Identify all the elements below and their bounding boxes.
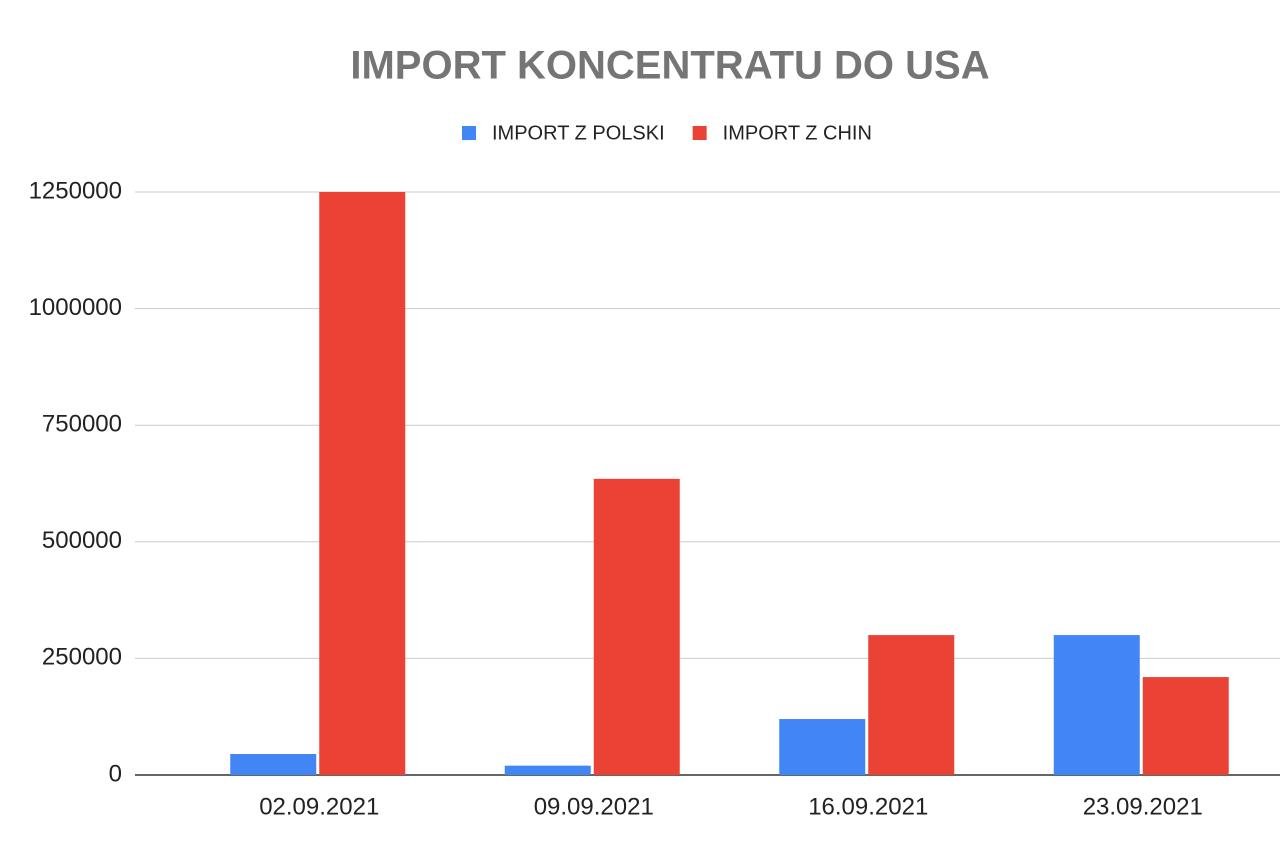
legend-label: IMPORT Z CHIN (723, 122, 872, 144)
x-tick-label: 16.09.2021 (808, 793, 928, 820)
y-tick-label: 1000000 (29, 294, 122, 321)
y-tick-label: 0 (109, 760, 122, 787)
bar (593, 478, 680, 775)
legend-swatch (692, 126, 707, 140)
y-tick-label: 1250000 (29, 177, 122, 204)
bar (1142, 677, 1229, 775)
legend-label: IMPORT Z POLSKI (492, 122, 665, 144)
bar (230, 754, 317, 775)
x-tick-label: 09.09.2021 (534, 793, 654, 820)
y-tick-label: 250000 (42, 644, 122, 671)
bar (1053, 635, 1140, 775)
chart-title: IMPORT KONCENTRATU DO USA (350, 44, 989, 88)
bar (868, 635, 955, 775)
y-tick-label: 750000 (42, 411, 122, 438)
y-tick-label: 500000 (42, 527, 122, 554)
x-tick-label: 23.09.2021 (1083, 793, 1203, 820)
legend-swatch (462, 126, 476, 140)
x-tick-label: 02.09.2021 (259, 793, 379, 820)
bar (779, 719, 866, 775)
bar (504, 765, 591, 775)
bar (319, 192, 406, 775)
